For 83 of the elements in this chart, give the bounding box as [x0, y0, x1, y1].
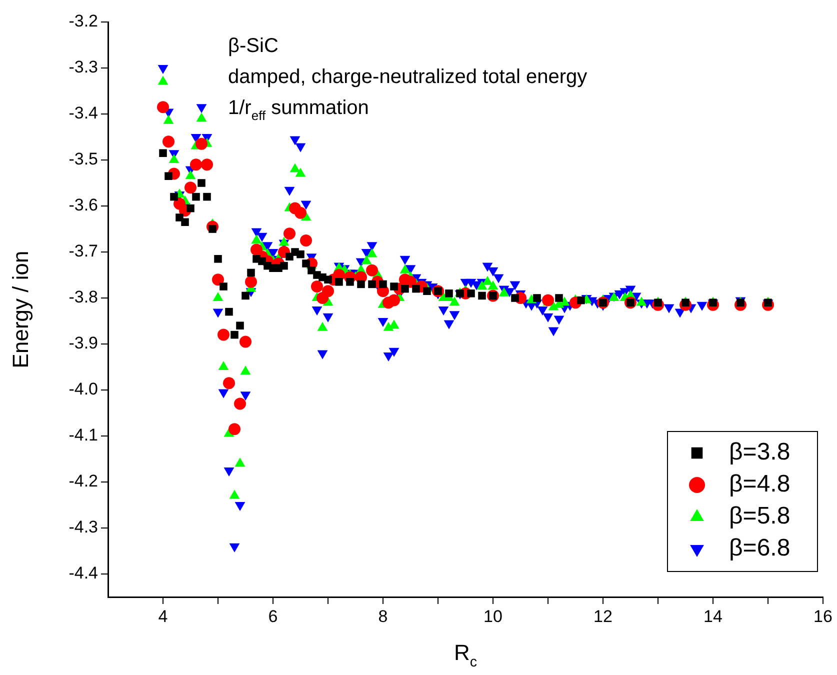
point: [280, 262, 288, 270]
point: [203, 192, 211, 201]
y-tick-label: -3.3: [68, 58, 98, 77]
x-tick-label: 8: [378, 606, 388, 626]
point: [236, 322, 244, 330]
y-tick-label: -3.7: [68, 242, 98, 261]
point: [170, 192, 178, 201]
point: [366, 264, 378, 276]
point: [225, 308, 233, 316]
point: [212, 274, 224, 286]
y-tick-label: -3.2: [68, 12, 98, 31]
x-tick-label: 4: [158, 606, 168, 626]
point: [478, 292, 486, 300]
point: [220, 282, 228, 290]
x-tick-label: 14: [704, 606, 722, 626]
point: [214, 255, 222, 263]
point: [184, 182, 196, 194]
point: [162, 136, 174, 148]
y-tick-label: -3.4: [68, 104, 98, 123]
point: [159, 149, 167, 157]
y-tick-label: -4.4: [68, 564, 98, 583]
point: [368, 280, 376, 288]
point: [357, 280, 365, 288]
point: [294, 206, 306, 219]
y-tick-label: -3.6: [68, 196, 98, 215]
x-tick-label: 6: [268, 606, 278, 626]
point: [311, 280, 323, 292]
y-tick-label: -4.2: [68, 472, 98, 491]
point: [242, 292, 250, 300]
point: [157, 101, 169, 114]
y-tick-label: -3.8: [68, 288, 98, 307]
point: [196, 138, 208, 150]
y-tick-label: -3.5: [68, 150, 98, 169]
point: [302, 260, 310, 268]
point: [186, 204, 194, 212]
point: [445, 290, 453, 298]
point: [322, 285, 334, 298]
point: [467, 290, 475, 298]
point: [234, 398, 246, 410]
legend-label: β=4.8: [729, 470, 790, 498]
point: [181, 218, 189, 226]
point: [335, 278, 343, 286]
point: [284, 228, 296, 240]
point: [577, 296, 585, 304]
point: [542, 294, 554, 306]
point: [247, 268, 255, 277]
point: [379, 280, 387, 288]
annotation: β-SiC: [228, 35, 278, 57]
point: [245, 276, 257, 288]
point: [511, 294, 519, 302]
point: [218, 328, 230, 341]
point: [388, 294, 400, 306]
point: [401, 284, 409, 293]
point: [192, 192, 200, 201]
point: [190, 158, 202, 171]
point: [230, 330, 238, 339]
point: [346, 278, 354, 286]
point: [533, 294, 541, 302]
point: [324, 276, 332, 284]
y-axis-title: Energy / ion: [8, 250, 33, 368]
point: [300, 234, 312, 246]
annotation: damped, charge-neutralized total energy: [228, 66, 588, 88]
point: [228, 423, 240, 436]
y-tick-label: -3.9: [68, 334, 98, 353]
x-tick-label: 12: [594, 606, 612, 626]
x-tick-label: 10: [484, 606, 502, 626]
point: [390, 282, 398, 290]
point: [423, 287, 431, 295]
legend-label: β=6.8: [729, 534, 790, 562]
point: [164, 172, 172, 180]
point: [296, 250, 304, 258]
point: [223, 377, 235, 390]
legend-label: β=5.8: [729, 502, 790, 530]
legend-label: β=3.8: [729, 438, 790, 466]
y-tick-label: -4.1: [68, 426, 98, 445]
point: [198, 179, 206, 187]
point: [412, 284, 420, 293]
point: [201, 158, 213, 171]
x-tick-label: 16: [814, 606, 832, 626]
point: [240, 336, 252, 348]
y-tick-label: -4.3: [68, 518, 98, 537]
y-tick-label: -4.0: [68, 380, 98, 399]
point: [555, 294, 563, 302]
